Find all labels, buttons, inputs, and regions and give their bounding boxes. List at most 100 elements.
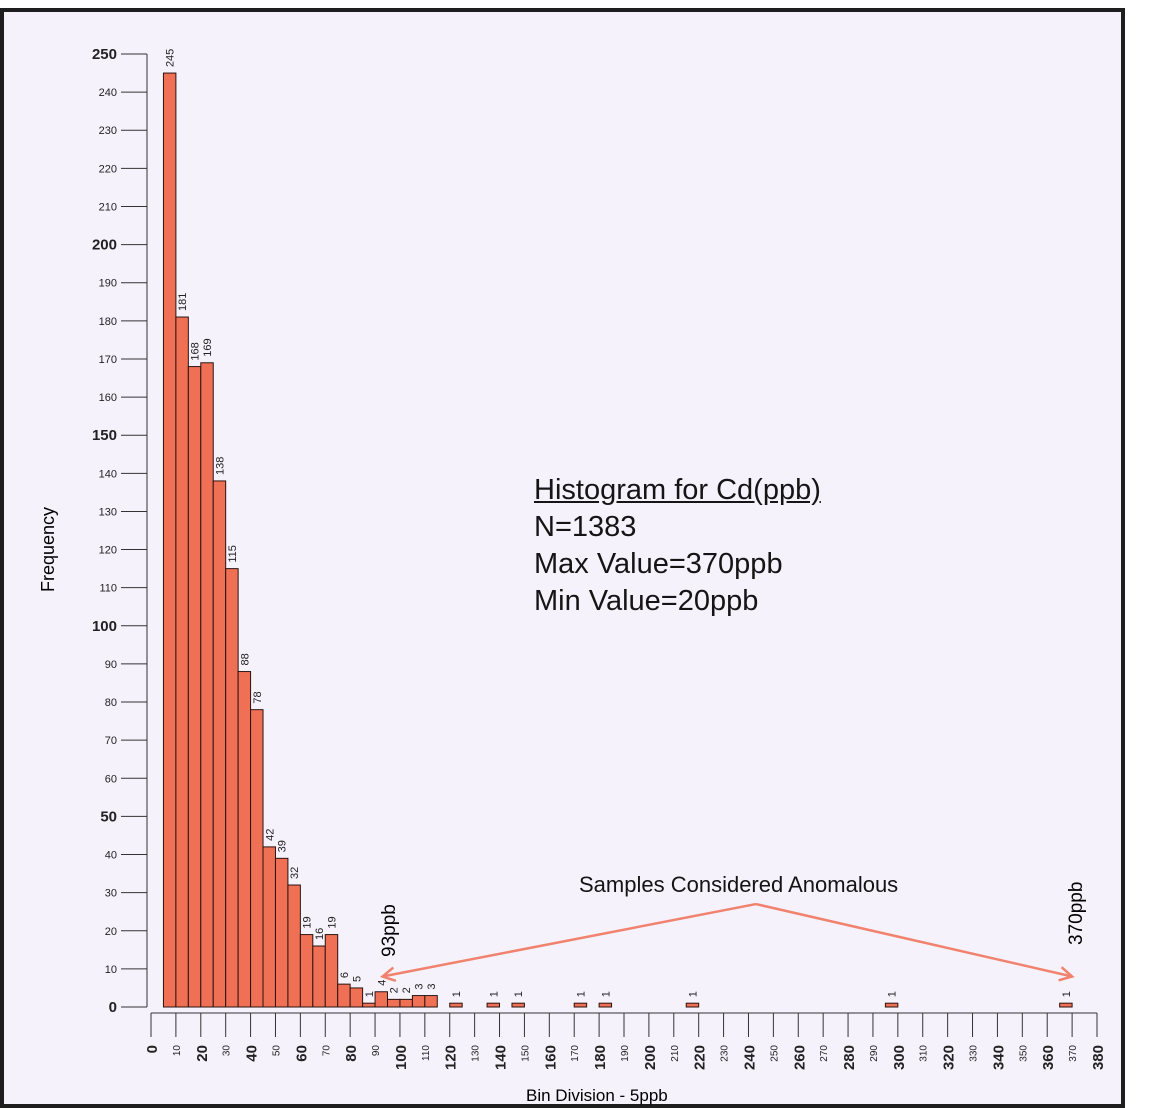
y-axis-label: Frequency bbox=[38, 506, 58, 592]
x-tick-label: 70 bbox=[321, 1045, 332, 1057]
x-tick-label: 160 bbox=[542, 1045, 559, 1070]
x-tick-label: 200 bbox=[642, 1045, 659, 1070]
bar-value-label: 1 bbox=[887, 991, 899, 997]
histogram-bar bbox=[362, 1002, 376, 1008]
x-tick-label: 230 bbox=[720, 1045, 731, 1062]
bar-value-label: 19 bbox=[302, 916, 314, 928]
stats-line-n: N=1383 bbox=[534, 511, 637, 543]
bar-value-label: 39 bbox=[277, 840, 289, 852]
x-tick-label: 260 bbox=[791, 1045, 808, 1070]
y-tick-label: 20 bbox=[105, 926, 117, 938]
bar-value-label: 16 bbox=[314, 928, 326, 940]
histogram-bar bbox=[162, 72, 177, 1008]
x-tick-label: 250 bbox=[769, 1045, 780, 1062]
bars-group bbox=[162, 72, 1073, 1008]
x-tick-label: 340 bbox=[990, 1045, 1007, 1070]
histogram-bar bbox=[424, 995, 438, 1008]
bar-value-label: 78 bbox=[252, 691, 264, 703]
x-tick-label: 330 bbox=[969, 1045, 980, 1062]
stats-line-min: Min Value=20ppb bbox=[534, 585, 759, 617]
histogram-bar bbox=[349, 987, 364, 1008]
y-tick-label: 120 bbox=[99, 545, 117, 557]
x-tick-label: 80 bbox=[343, 1045, 360, 1062]
y-tick-label: 220 bbox=[99, 163, 117, 175]
bar-value-label: 115 bbox=[227, 545, 239, 563]
bar-value-label: 1 bbox=[364, 991, 376, 997]
x-tick-label: 10 bbox=[172, 1045, 183, 1057]
y-tick-label: 230 bbox=[99, 125, 117, 137]
bar-value-label: 138 bbox=[214, 457, 226, 475]
bar-value-label: 5 bbox=[351, 976, 363, 982]
bar-value-label: 19 bbox=[326, 916, 338, 928]
arrowhead-high bbox=[1058, 966, 1075, 982]
histogram-bar bbox=[598, 1002, 613, 1008]
stats-line-max: Max Value=370ppb bbox=[534, 548, 783, 580]
bar-value-label: 88 bbox=[239, 653, 251, 665]
histogram-bar bbox=[486, 1002, 501, 1008]
x-tick-label: 150 bbox=[520, 1045, 531, 1062]
bar-value-label: 1 bbox=[513, 991, 525, 997]
y-tick-label: 190 bbox=[99, 278, 117, 290]
x-tick-label: 220 bbox=[692, 1045, 709, 1070]
x-tick-label: 370 bbox=[1068, 1045, 1079, 1062]
histogram-bar bbox=[884, 1002, 899, 1008]
bar-value-label: 32 bbox=[289, 867, 301, 879]
y-tick-label: 0 bbox=[109, 999, 117, 1016]
y-tick-label: 90 bbox=[105, 659, 117, 671]
y-ticks-group: 0 10 20 30 40 50 60 70 80 90 100 110 120 130 140 150 160… bbox=[92, 46, 147, 1016]
bar-value-label: 1 bbox=[600, 991, 612, 997]
histogram-bar bbox=[175, 316, 189, 1008]
y-tick-label: 100 bbox=[92, 618, 117, 635]
x-tick-label: 350 bbox=[1018, 1045, 1029, 1062]
histogram-bar bbox=[387, 998, 401, 1008]
x-tick-label: 310 bbox=[919, 1045, 930, 1062]
x-tick-label: 380 bbox=[1090, 1045, 1107, 1070]
y-tick-label: 210 bbox=[99, 201, 117, 213]
histogram-bar bbox=[411, 995, 426, 1008]
bar-value-label: 42 bbox=[264, 829, 276, 841]
histogram-bar bbox=[274, 857, 289, 1008]
x-tick-label: 30 bbox=[222, 1045, 233, 1057]
x-tick-label: 210 bbox=[670, 1045, 681, 1062]
bar-value-label: 245 bbox=[165, 49, 177, 67]
x-axis-label: Bin Division - 5ppb bbox=[526, 1086, 668, 1105]
y-tick-label: 150 bbox=[92, 427, 117, 444]
histogram-bar bbox=[374, 991, 389, 1008]
stats-annotation: Histogram for Cd(ppb) N=1383 Max Value=3… bbox=[534, 472, 821, 620]
bar-value-label: 1 bbox=[451, 991, 463, 997]
y-tick-label: 40 bbox=[105, 850, 117, 862]
bar-value-label: 181 bbox=[177, 293, 189, 311]
x-tick-label: 140 bbox=[493, 1045, 510, 1070]
histogram-bar bbox=[1059, 1002, 1073, 1008]
anomaly-low-label: 93ppb bbox=[378, 903, 400, 957]
x-tick-label: 270 bbox=[819, 1045, 830, 1062]
bar-value-label: 168 bbox=[190, 342, 202, 360]
y-tick-label: 110 bbox=[99, 583, 117, 595]
bar-value-label: 4 bbox=[376, 980, 388, 986]
x-tick-label: 0 bbox=[144, 1045, 161, 1053]
x-tick-label: 110 bbox=[421, 1045, 432, 1061]
histogram-title: Histogram for Cd(ppb) bbox=[534, 474, 821, 506]
anomaly-arrow-high bbox=[755, 902, 1073, 978]
bar-value-label: 1 bbox=[1061, 991, 1073, 997]
y-tick-label: 60 bbox=[105, 773, 117, 785]
bar-value-label: 2 bbox=[389, 987, 401, 993]
x-tick-label: 180 bbox=[592, 1045, 609, 1070]
histogram-bar bbox=[685, 1002, 700, 1008]
x-tick-label: 240 bbox=[741, 1045, 758, 1070]
bar-value-label: 169 bbox=[202, 338, 214, 356]
x-tick-label: 20 bbox=[194, 1045, 211, 1062]
y-tick-label: 180 bbox=[99, 316, 117, 328]
histogram-bar bbox=[187, 366, 202, 1008]
anomaly-high-label: 370ppb bbox=[1066, 881, 1088, 945]
histogram-bar bbox=[225, 568, 239, 1008]
anomaly-label: Samples Considered Anomalous bbox=[579, 872, 899, 897]
y-tick-label: 240 bbox=[99, 87, 117, 99]
x-tick-label: 100 bbox=[393, 1045, 410, 1070]
x-tick-label: 320 bbox=[941, 1045, 958, 1070]
histogram-bar bbox=[237, 671, 252, 1008]
x-tick-label: 50 bbox=[271, 1045, 282, 1057]
y-tick-label: 250 bbox=[92, 46, 117, 63]
x-tick-label: 360 bbox=[1040, 1045, 1057, 1070]
